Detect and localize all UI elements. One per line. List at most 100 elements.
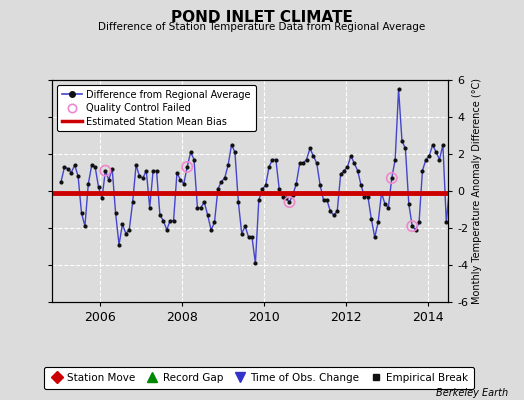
Point xyxy=(398,138,406,144)
Point xyxy=(94,184,103,190)
Point xyxy=(336,171,345,178)
Point xyxy=(159,218,168,224)
Point xyxy=(422,156,430,163)
Point xyxy=(237,230,246,237)
Point xyxy=(275,186,283,192)
Y-axis label: Monthly Temperature Anomaly Difference (°C): Monthly Temperature Anomaly Difference (… xyxy=(472,78,482,304)
Point xyxy=(401,145,410,152)
Point xyxy=(149,168,157,174)
Point xyxy=(261,182,270,189)
Point xyxy=(187,149,195,155)
Point xyxy=(112,210,120,216)
Point xyxy=(146,204,154,211)
Point xyxy=(101,168,110,174)
Point xyxy=(166,218,174,224)
Point xyxy=(74,173,82,179)
Point xyxy=(78,210,86,216)
Point xyxy=(251,260,259,266)
Point xyxy=(377,190,386,196)
Point xyxy=(169,218,178,224)
Legend: Difference from Regional Average, Quality Control Failed, Estimated Station Mean: Difference from Regional Average, Qualit… xyxy=(57,85,256,131)
Point xyxy=(91,164,100,170)
Point xyxy=(316,182,324,189)
Point xyxy=(64,166,72,172)
Point xyxy=(248,234,256,240)
Point xyxy=(108,166,116,172)
Point xyxy=(374,219,383,226)
Point xyxy=(388,175,396,181)
Point xyxy=(71,162,79,168)
Point xyxy=(418,168,427,174)
Text: POND INLET CLIMATE: POND INLET CLIMATE xyxy=(171,10,353,25)
Point xyxy=(81,223,89,229)
Point xyxy=(452,190,461,196)
Point xyxy=(415,219,423,226)
Point xyxy=(350,160,358,166)
Point xyxy=(105,177,113,183)
Point xyxy=(125,227,134,233)
Point xyxy=(408,223,417,229)
Point xyxy=(88,162,96,168)
Point xyxy=(456,186,464,192)
Point xyxy=(323,197,331,204)
Point xyxy=(258,186,266,192)
Point xyxy=(435,156,444,163)
Point xyxy=(330,212,338,218)
Point xyxy=(183,164,191,170)
Point xyxy=(370,234,379,240)
Point xyxy=(405,201,413,207)
Point xyxy=(156,212,164,218)
Point xyxy=(364,193,372,200)
Point xyxy=(234,199,243,205)
Point xyxy=(367,216,376,222)
Point xyxy=(200,199,209,205)
Point xyxy=(128,199,137,205)
Point xyxy=(305,145,314,152)
Point xyxy=(320,197,328,204)
Point xyxy=(67,169,75,176)
Point xyxy=(244,234,253,240)
Point xyxy=(309,153,318,159)
Text: Berkeley Earth: Berkeley Earth xyxy=(436,388,508,398)
Point xyxy=(282,195,290,202)
Point xyxy=(391,156,399,163)
Point xyxy=(190,156,198,163)
Text: Difference of Station Temperature Data from Regional Average: Difference of Station Temperature Data f… xyxy=(99,22,425,32)
Point xyxy=(278,193,287,200)
Point xyxy=(408,223,417,229)
Point xyxy=(354,168,362,174)
Point xyxy=(347,153,355,159)
Point xyxy=(268,156,277,163)
Point xyxy=(241,223,249,229)
Point xyxy=(326,208,335,214)
Point xyxy=(255,197,263,204)
Point xyxy=(60,164,69,170)
Point xyxy=(411,227,420,233)
Point xyxy=(115,242,123,248)
Point xyxy=(122,230,130,237)
Point xyxy=(459,149,467,155)
Point xyxy=(84,180,93,187)
Point xyxy=(445,182,454,189)
Point xyxy=(432,149,440,155)
Point xyxy=(463,145,471,152)
Point xyxy=(289,192,297,198)
Point xyxy=(132,162,140,168)
Point xyxy=(292,180,300,187)
Point xyxy=(313,160,321,166)
Point xyxy=(203,212,212,218)
Point xyxy=(101,168,110,174)
Point xyxy=(425,153,433,159)
Point xyxy=(343,164,352,170)
Point xyxy=(118,221,127,228)
Point xyxy=(231,149,239,155)
Point xyxy=(221,175,229,181)
Point xyxy=(340,168,348,174)
Point xyxy=(449,193,457,200)
Point xyxy=(265,164,273,170)
Point xyxy=(227,142,236,148)
Point xyxy=(207,227,215,233)
Point xyxy=(271,156,280,163)
Point xyxy=(142,168,150,174)
Point xyxy=(139,175,147,181)
